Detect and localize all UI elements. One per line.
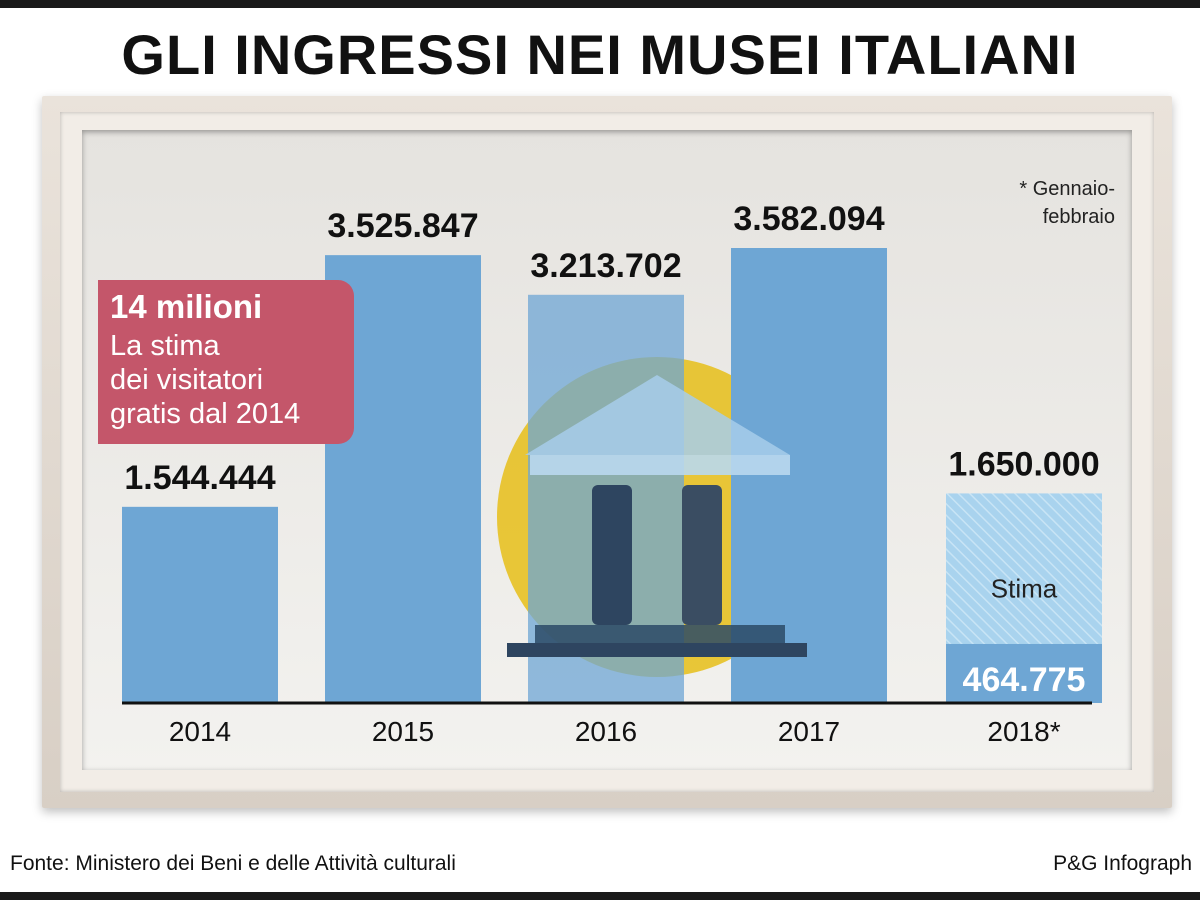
x-tick-label: 2016 (575, 716, 637, 747)
x-tick-label: 2014 (169, 716, 231, 747)
bar-value-label: 3.525.847 (327, 207, 478, 245)
bottom-rule (0, 892, 1200, 900)
callout-line-1: La stima (110, 330, 220, 362)
footnote-period: * Gennaio- febbraio (1005, 175, 1115, 231)
bar-2014 (122, 506, 278, 703)
bar-value-label: 1.544.444 (124, 459, 275, 497)
bar-2018 (946, 643, 1102, 703)
bar-value-label: 464.775 (963, 661, 1086, 699)
callout-line-2: dei visitatori (110, 364, 264, 396)
chart-title: GLI INGRESSI NEI MUSEI ITALIANI (121, 23, 1079, 86)
callout-free-visitors: 14 milioni La stima dei visitatori grati… (98, 280, 354, 444)
estimate-value-label: 1.650.000 (948, 445, 1099, 483)
callout-line-3: gratis dal 2014 (110, 398, 301, 430)
source-note: Fonte: Ministero dei Beni e delle Attivi… (10, 852, 456, 875)
x-tick-label: 2018* (987, 716, 1060, 747)
bar-value-label: 3.582.094 (733, 200, 884, 238)
footnote-line-2: febbraio (1042, 206, 1115, 228)
bar-value-label: 3.213.702 (530, 247, 681, 285)
x-tick-label: 2017 (778, 716, 840, 747)
footnote-line-1: * Gennaio- (1019, 178, 1115, 200)
x-tick-label: 2015 (372, 716, 434, 747)
callout-headline: 14 milioni (110, 288, 263, 325)
credit: P&G Infograph (1053, 852, 1192, 875)
top-rule (0, 0, 1200, 8)
estimate-text: Stima (991, 573, 1058, 603)
